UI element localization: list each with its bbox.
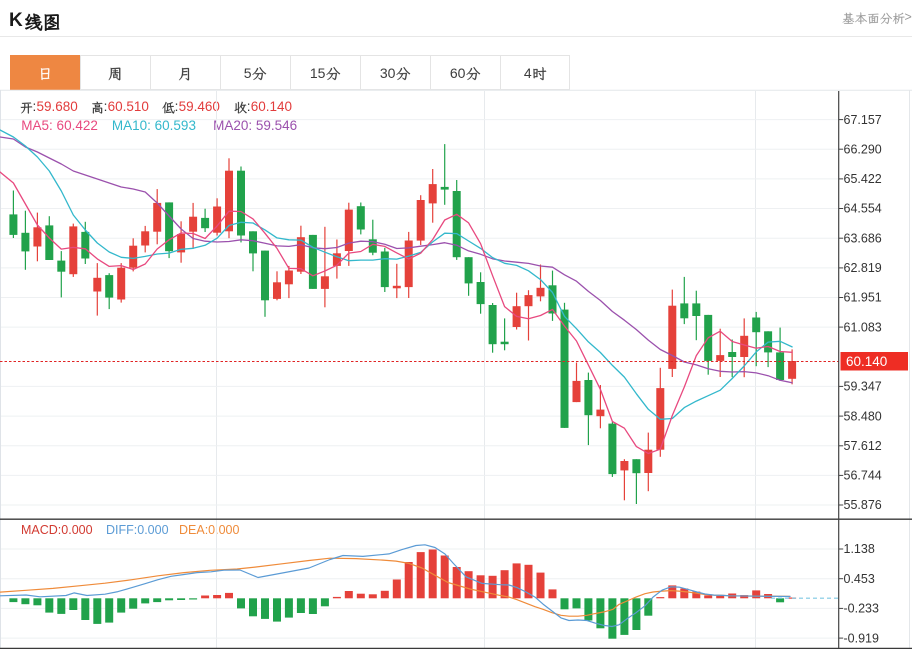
svg-text:62.819: 62.819: [844, 261, 882, 275]
svg-text:65.422: 65.422: [844, 172, 882, 186]
svg-text:67.157: 67.157: [844, 113, 882, 127]
svg-text:61.951: 61.951: [844, 291, 882, 305]
svg-text:-0.919: -0.919: [844, 631, 879, 645]
svg-text:66.290: 66.290: [844, 142, 882, 156]
svg-text:61.083: 61.083: [844, 320, 882, 334]
svg-text:58.480: 58.480: [844, 409, 882, 423]
svg-text:57.612: 57.612: [844, 439, 882, 453]
svg-text:59.347: 59.347: [844, 380, 882, 394]
svg-text:63.686: 63.686: [844, 231, 882, 245]
svg-text:-0.233: -0.233: [844, 602, 879, 616]
svg-text:55.876: 55.876: [844, 498, 882, 512]
svg-text:1.138: 1.138: [844, 542, 875, 556]
svg-text:60.140: 60.140: [846, 354, 887, 369]
svg-text:56.744: 56.744: [844, 469, 882, 483]
svg-text:0.453: 0.453: [844, 572, 875, 586]
svg-text:64.554: 64.554: [844, 202, 882, 216]
